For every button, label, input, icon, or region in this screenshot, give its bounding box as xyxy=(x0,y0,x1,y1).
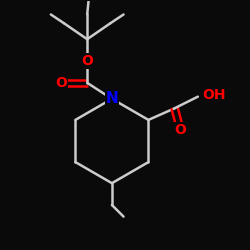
Text: O: O xyxy=(81,54,93,68)
Text: OH: OH xyxy=(202,88,226,102)
Text: N: N xyxy=(106,91,118,106)
Text: O: O xyxy=(174,123,186,137)
Text: O: O xyxy=(55,76,67,90)
